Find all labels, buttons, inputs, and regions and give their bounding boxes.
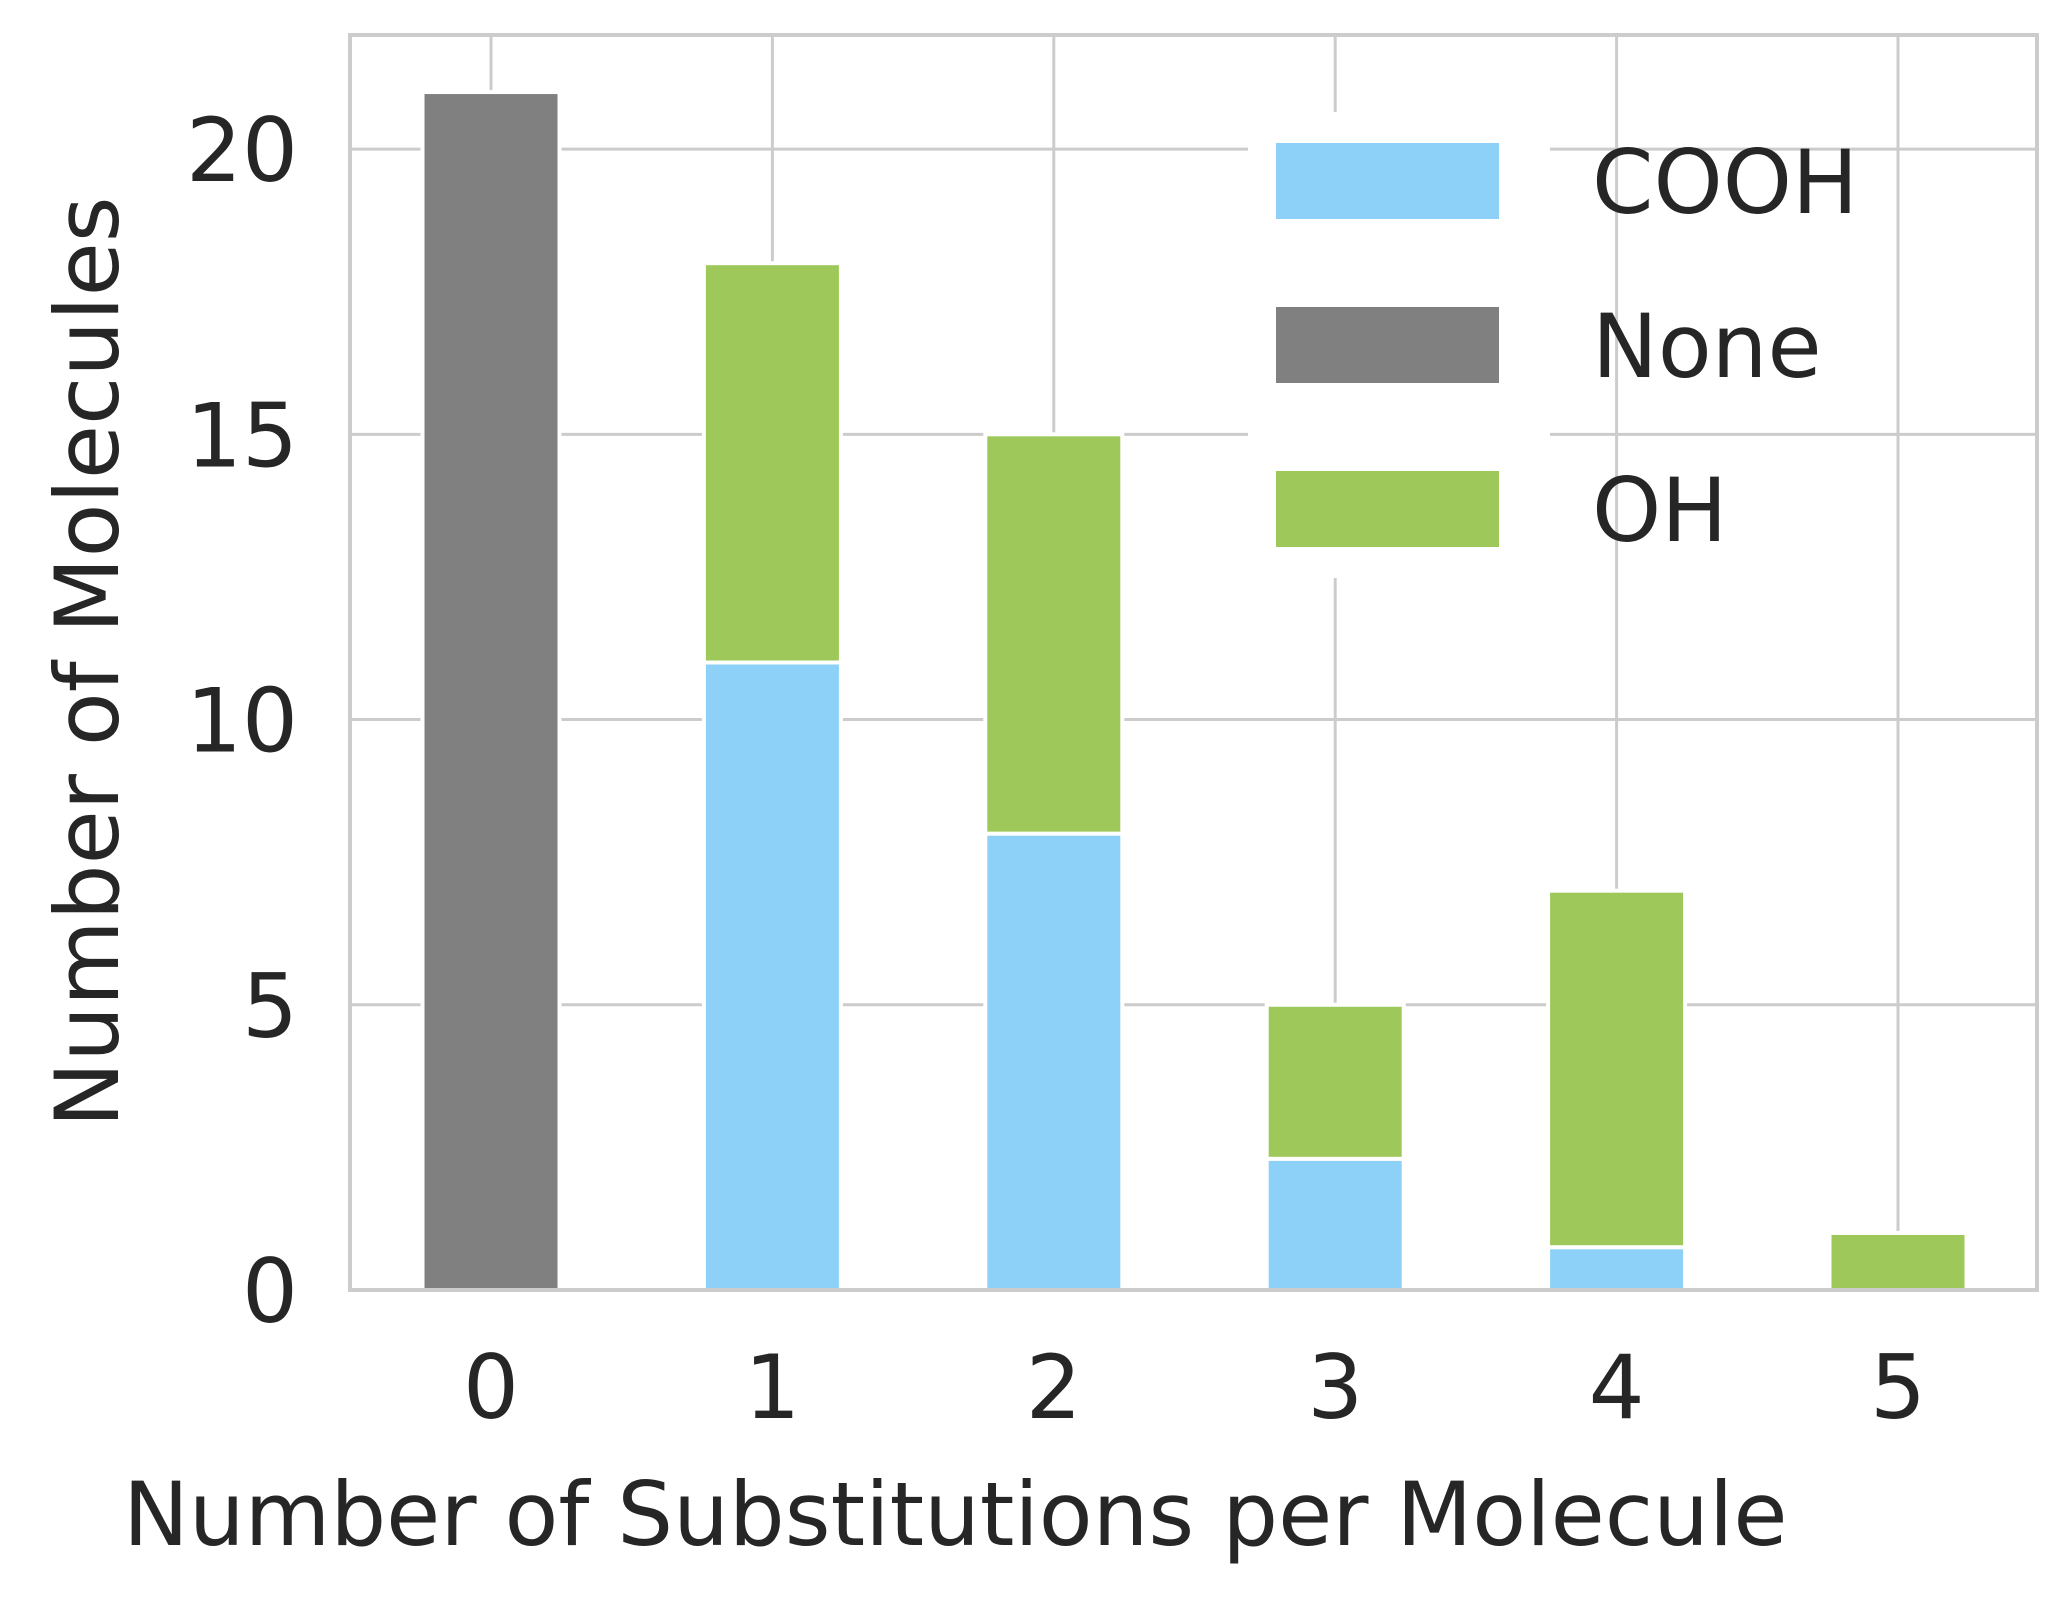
legend-swatch-cooh [1276,143,1499,219]
x-tick-label: 5 [1870,1336,1926,1439]
bar-oh-2 [983,432,1125,836]
bar-oh-5 [1827,1230,1969,1293]
bar-none-0 [420,90,562,1293]
x-tick-label: 0 [463,1336,519,1439]
bar-cooh-2 [983,831,1125,1292]
y-tick-labels: 0 5 10 15 20 [186,99,298,1343]
y-tick-label: 0 [242,1240,298,1343]
legend-label-none: None [1592,295,1822,398]
legend: COOH None OH [1248,112,1858,578]
y-axis-label: Number of Molecules [36,196,139,1127]
bar-oh-1 [701,261,843,665]
plot-frame [348,33,2039,1292]
y-tick-label: 10 [186,670,298,773]
bar-oh-4 [1546,888,1688,1250]
y-tick-label: 15 [186,384,298,487]
bar-oh-3 [1264,1002,1406,1161]
x-tick-label: 2 [1026,1336,1082,1439]
legend-label-oh: OH [1592,459,1727,562]
y-tick-label: 20 [186,99,298,202]
x-axis-label: Number of Substitutions per Molecule [123,1463,1787,1566]
bar-cooh-1 [701,660,843,1292]
bar-cooh-3 [1264,1156,1406,1292]
legend-swatch-oh [1276,471,1499,547]
bar-cooh-4 [1546,1245,1688,1293]
bar-stacks [420,90,1969,1293]
x-tick-label: 1 [744,1336,800,1439]
x-tick-label: 4 [1589,1336,1645,1439]
x-tick-labels: 0 1 2 3 4 5 [463,1336,1926,1439]
x-tick-label: 3 [1307,1336,1363,1439]
y-tick-label: 5 [242,955,298,1058]
legend-swatch-none [1276,307,1499,383]
legend-label-cooh: COOH [1592,131,1858,234]
